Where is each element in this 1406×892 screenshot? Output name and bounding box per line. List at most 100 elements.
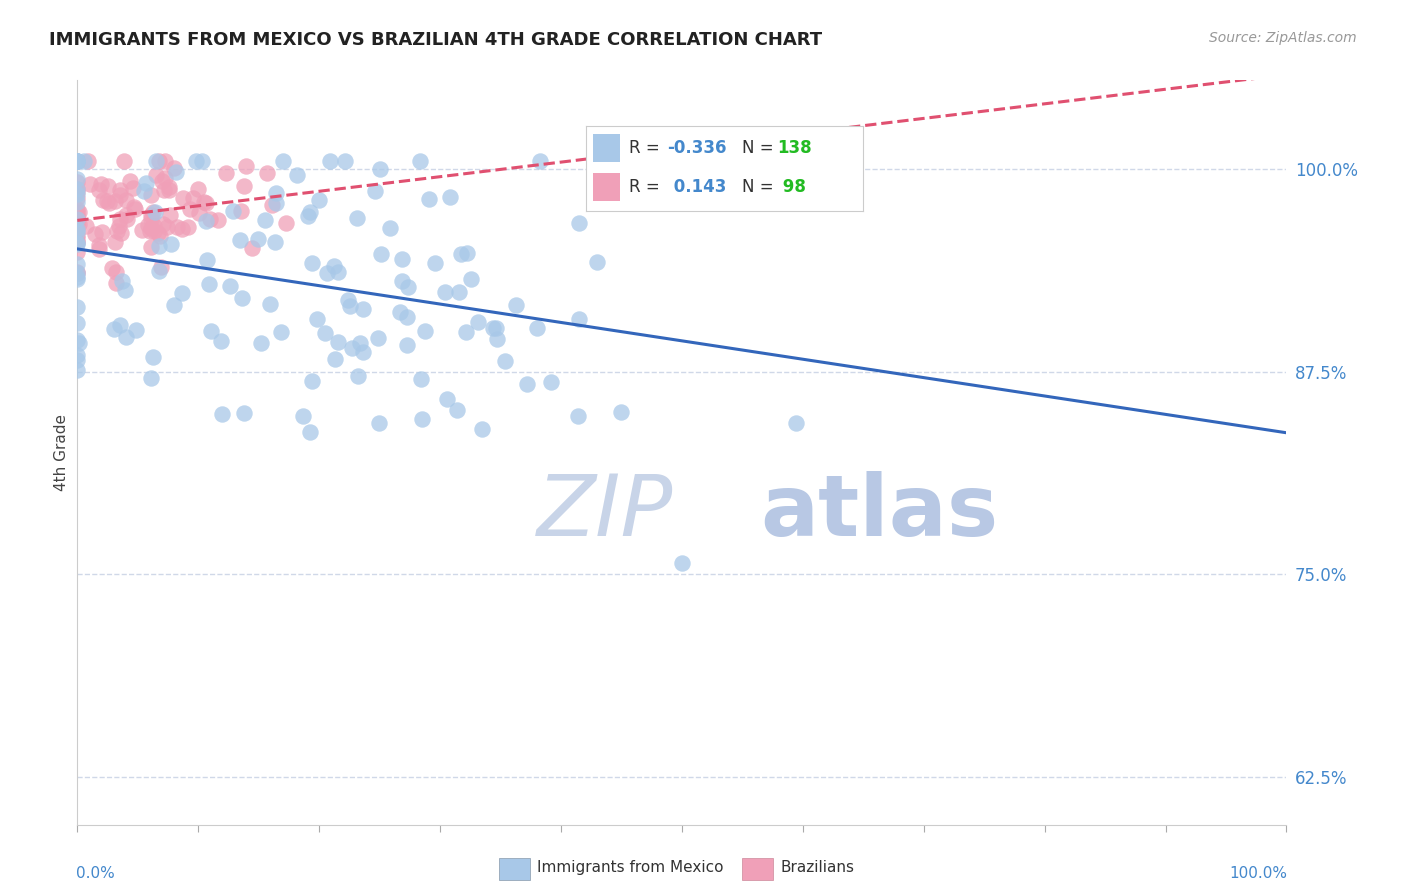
- Point: [110, 318, 132, 333]
- Point: [148, 238, 170, 252]
- Point: [66, 245, 89, 260]
- Point: [141, 208, 163, 222]
- Point: [66, 217, 89, 231]
- Point: [142, 204, 165, 219]
- Point: [66, 225, 89, 239]
- Point: [145, 154, 167, 169]
- Point: [76, 154, 98, 169]
- Point: [122, 181, 145, 195]
- Point: [307, 312, 329, 326]
- Point: [66, 172, 89, 186]
- Point: [66, 205, 89, 219]
- Point: [188, 206, 211, 220]
- Point: [139, 240, 162, 254]
- Point: [89, 242, 111, 256]
- Point: [246, 231, 269, 245]
- Point: [264, 195, 287, 210]
- Point: [103, 322, 125, 336]
- Point: [87, 237, 110, 252]
- Point: [408, 154, 430, 169]
- Point: [370, 247, 392, 261]
- Text: 100.0%: 100.0%: [1230, 866, 1288, 881]
- Point: [98, 195, 121, 210]
- Point: [187, 182, 209, 196]
- Point: [274, 216, 297, 230]
- Point: [219, 279, 242, 293]
- Point: [240, 241, 263, 255]
- Point: [104, 276, 127, 290]
- Point: [115, 212, 138, 227]
- Point: [339, 299, 361, 313]
- Point: [297, 209, 319, 223]
- Point: [271, 154, 294, 169]
- Point: [66, 222, 89, 236]
- Point: [139, 211, 162, 226]
- Point: [110, 274, 132, 288]
- Point: [266, 186, 288, 201]
- Y-axis label: 4th Grade: 4th Grade: [53, 414, 69, 491]
- Point: [124, 202, 146, 216]
- Point: [433, 285, 456, 300]
- Point: [79, 177, 101, 191]
- Point: [163, 161, 186, 176]
- Point: [460, 272, 482, 286]
- Point: [66, 257, 89, 271]
- Point: [671, 556, 693, 570]
- Point: [66, 270, 89, 285]
- Point: [149, 228, 172, 243]
- Point: [97, 178, 120, 193]
- Point: [114, 193, 136, 207]
- Point: [467, 315, 489, 329]
- Point: [101, 261, 124, 276]
- Point: [150, 174, 173, 188]
- Point: [90, 177, 112, 191]
- Point: [91, 193, 114, 207]
- Point: [157, 180, 180, 194]
- Bar: [593, 173, 620, 201]
- Point: [66, 333, 89, 347]
- Point: [301, 255, 323, 269]
- Point: [396, 338, 419, 352]
- Point: [209, 334, 232, 348]
- Point: [396, 310, 419, 324]
- Point: [148, 154, 170, 169]
- Point: [90, 225, 112, 239]
- Point: [200, 324, 222, 338]
- Point: [181, 191, 204, 205]
- Point: [66, 215, 89, 229]
- Point: [139, 220, 162, 235]
- Point: [132, 184, 155, 198]
- Point: [259, 296, 281, 310]
- Point: [409, 372, 432, 386]
- Point: [73, 154, 96, 169]
- Point: [610, 405, 633, 419]
- Point: [108, 188, 131, 202]
- Point: [159, 236, 181, 251]
- Text: atlas: atlas: [761, 471, 998, 554]
- Point: [104, 194, 127, 208]
- Point: [195, 252, 218, 267]
- Point: [215, 166, 238, 180]
- Point: [66, 186, 89, 201]
- Point: [193, 195, 215, 210]
- Point: [66, 271, 89, 285]
- Point: [391, 274, 413, 288]
- Point: [323, 352, 346, 367]
- Point: [184, 154, 207, 169]
- Point: [391, 252, 413, 266]
- Point: [494, 354, 516, 368]
- Point: [450, 247, 472, 261]
- Point: [299, 425, 322, 440]
- Point: [84, 227, 107, 241]
- Point: [66, 231, 89, 245]
- Point: [482, 320, 505, 334]
- Point: [439, 190, 461, 204]
- Text: R =: R =: [628, 139, 665, 157]
- Point: [66, 237, 89, 252]
- Point: [104, 235, 127, 249]
- Point: [270, 325, 292, 339]
- Point: [614, 154, 637, 169]
- Point: [66, 301, 89, 315]
- Point: [233, 406, 256, 420]
- Point: [66, 227, 89, 242]
